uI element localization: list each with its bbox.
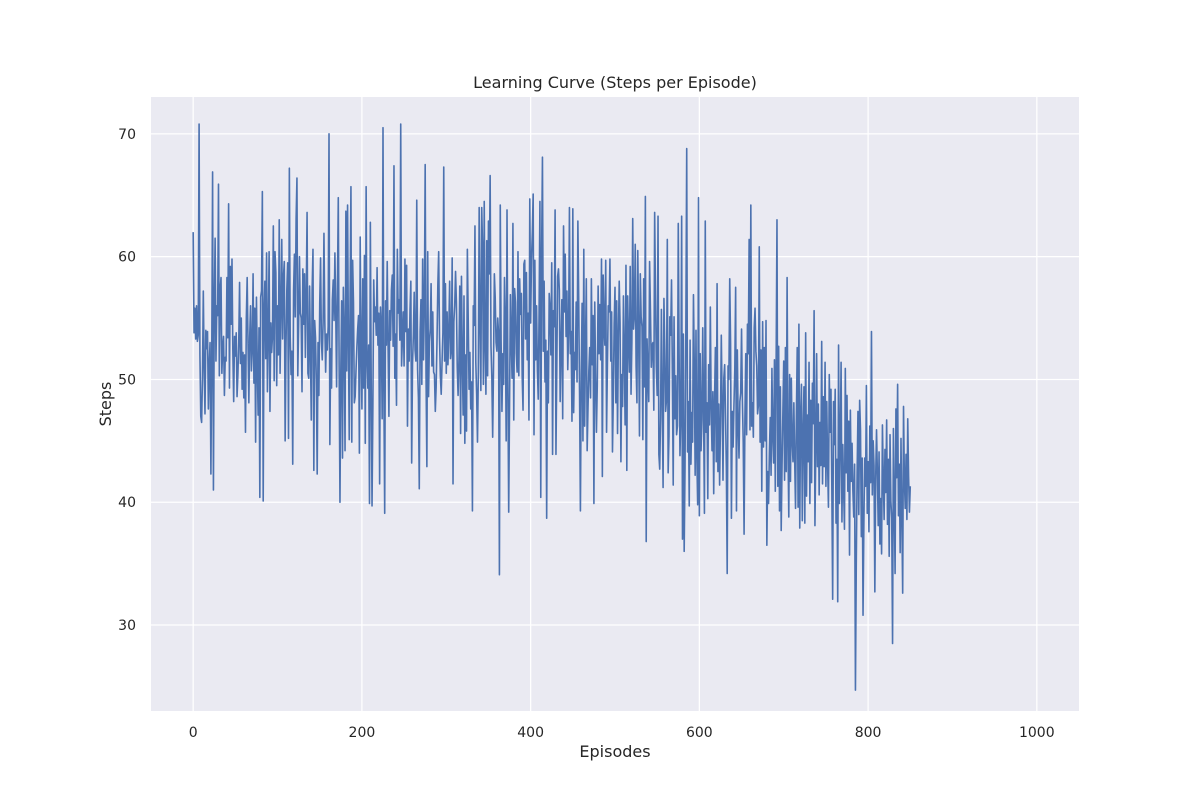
x-axis-ticks: 0 200 400 600 800 1000 — [189, 725, 1055, 741]
x-tick-label: 600 — [686, 725, 713, 741]
x-tick-label: 400 — [517, 725, 544, 741]
chart-title: Learning Curve (Steps per Episode) — [473, 73, 757, 92]
y-axis-title: Steps — [96, 382, 115, 427]
y-tick-label: 40 — [118, 495, 136, 511]
y-tick-label: 50 — [118, 372, 136, 388]
y-tick-label: 70 — [118, 127, 136, 143]
x-tick-label: 1000 — [1019, 725, 1055, 741]
series-layer — [192, 123, 912, 691]
x-axis-title: Episodes — [579, 742, 650, 761]
x-tick-label: 800 — [855, 725, 882, 741]
y-tick-label: 60 — [118, 250, 136, 266]
y-axis-ticks: 30 40 50 60 70 — [118, 127, 136, 634]
x-tick-label: 200 — [349, 725, 376, 741]
y-tick-label: 30 — [118, 618, 136, 634]
x-tick-label: 0 — [189, 725, 198, 741]
plot-area — [151, 97, 1079, 711]
series-line-steps — [192, 123, 912, 691]
